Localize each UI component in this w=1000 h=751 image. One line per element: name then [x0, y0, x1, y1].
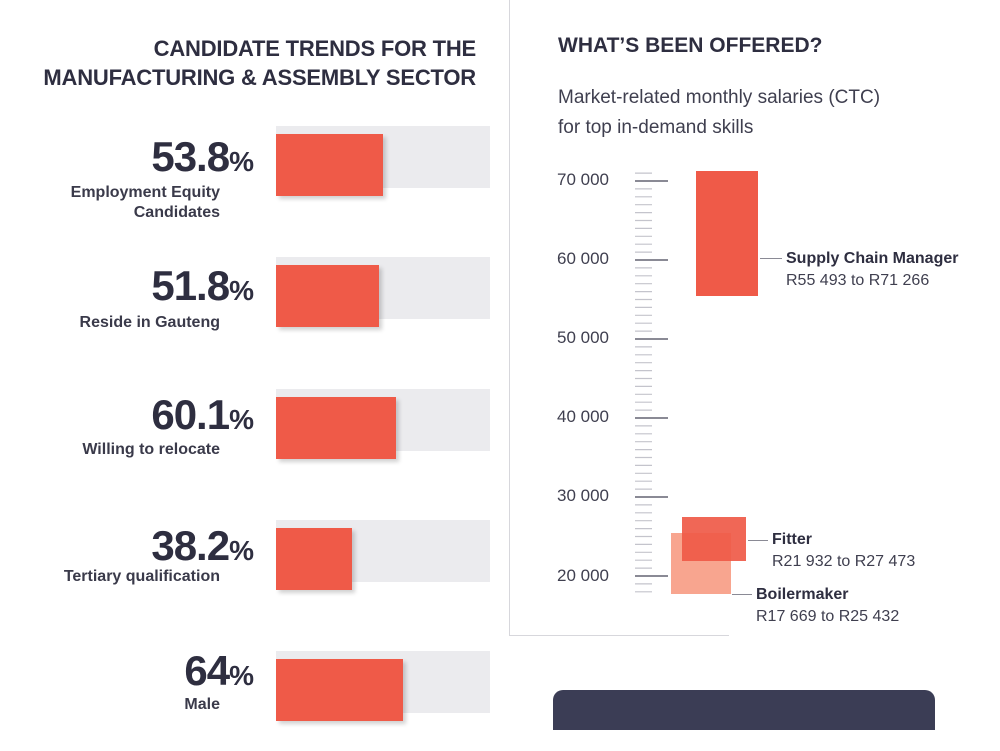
whats-been-offered-title: WHAT’S BEEN OFFERED? — [558, 34, 823, 57]
range-values: R21 932 to R27 473 — [772, 553, 916, 570]
trend-value: 38.2% — [151, 522, 254, 570]
value-unit: % — [229, 275, 254, 306]
bar — [276, 397, 396, 459]
value-number: 38.2 — [151, 522, 230, 569]
trend-label: Willing to relocate — [82, 440, 220, 460]
trend-label-line: Willing to relocate — [82, 441, 220, 458]
y-tick-label: 50 000 — [557, 328, 609, 347]
y-tick-label: 30 000 — [557, 486, 609, 505]
bar — [276, 134, 383, 196]
trend-willing-relocate: 60.1% Willing to relocate — [0, 389, 500, 489]
trend-label-line: Tertiary qualification — [63, 568, 220, 585]
label-supply-chain-manager: Supply Chain Manager R55 493 to R71 266 — [786, 248, 958, 292]
bar — [276, 265, 379, 327]
trend-value: 64% — [184, 647, 254, 695]
trend-reside-gauteng: 51.8% Reside in Gauteng — [0, 257, 500, 357]
trend-value: 60.1% — [151, 391, 254, 439]
subtitle-line-1: Market-related monthly salaries (CTC) — [558, 87, 881, 108]
trend-label-line: Candidates — [133, 204, 220, 221]
y-tick-label: 20 000 — [557, 566, 609, 585]
salary-range-supply-chain-manager — [696, 170, 758, 296]
trend-value: 53.8% — [151, 133, 254, 181]
bottom-card — [553, 690, 935, 730]
title-line-2: MANUFACTURING & ASSEMBLY SECTOR — [43, 65, 476, 90]
range-name: Boilermaker — [756, 586, 849, 603]
value-number: 51.8 — [151, 262, 230, 309]
value-unit: % — [229, 535, 254, 566]
trend-label-line: Reside in Gauteng — [79, 314, 220, 331]
salary-range-fitter — [682, 516, 746, 561]
value-number: 60.1 — [151, 391, 230, 438]
value-unit: % — [229, 404, 254, 435]
candidate-trends-title: CANDIDATE TRENDS FOR THE MANUFACTURING &… — [0, 34, 476, 92]
value-number: 64 — [184, 647, 230, 694]
value-number: 53.8 — [151, 133, 230, 180]
trend-tertiary-qualification: 38.2% Tertiary qualification — [0, 520, 500, 620]
value-unit: % — [229, 146, 254, 177]
trend-label: Tertiary qualification — [64, 567, 220, 587]
label-boilermaker: Boilermaker R17 669 to R25 432 — [756, 584, 899, 628]
y-tick-label: 70 000 — [557, 170, 609, 189]
y-tick-label: 40 000 — [557, 407, 609, 426]
panel-divider-bottom — [509, 635, 729, 636]
connector-fitter — [748, 540, 768, 541]
connector-boilermaker — [732, 594, 752, 595]
connector-supply-chain — [760, 258, 782, 259]
salary-subtitle: Market-related monthly salaries (CTC) fo… — [558, 83, 978, 143]
panel-divider — [509, 0, 510, 636]
bar — [276, 528, 352, 590]
trend-label: Employment Equity Candidates — [71, 183, 220, 223]
trend-value: 51.8% — [151, 262, 254, 310]
salary-axis-ticks — [635, 172, 668, 593]
range-values: R55 493 to R71 266 — [786, 272, 930, 289]
y-tick-label: 60 000 — [557, 249, 609, 268]
trend-label: Reside in Gauteng — [80, 313, 220, 333]
title-line-1: CANDIDATE TRENDS FOR THE — [153, 36, 477, 61]
range-name: Fitter — [772, 531, 812, 548]
range-name: Supply Chain Manager — [786, 250, 959, 267]
value-unit: % — [229, 660, 254, 691]
label-fitter: Fitter R21 932 to R27 473 — [772, 529, 915, 573]
subtitle-line-2: for top in-demand skills — [558, 117, 754, 138]
trend-label: Male — [184, 695, 220, 715]
trend-label-line: Male — [184, 696, 220, 713]
trend-employment-equity: 53.8% Employment Equity Candidates — [0, 126, 500, 226]
range-values: R17 669 to R25 432 — [756, 608, 900, 625]
trend-label-line: Employment Equity — [70, 184, 220, 201]
